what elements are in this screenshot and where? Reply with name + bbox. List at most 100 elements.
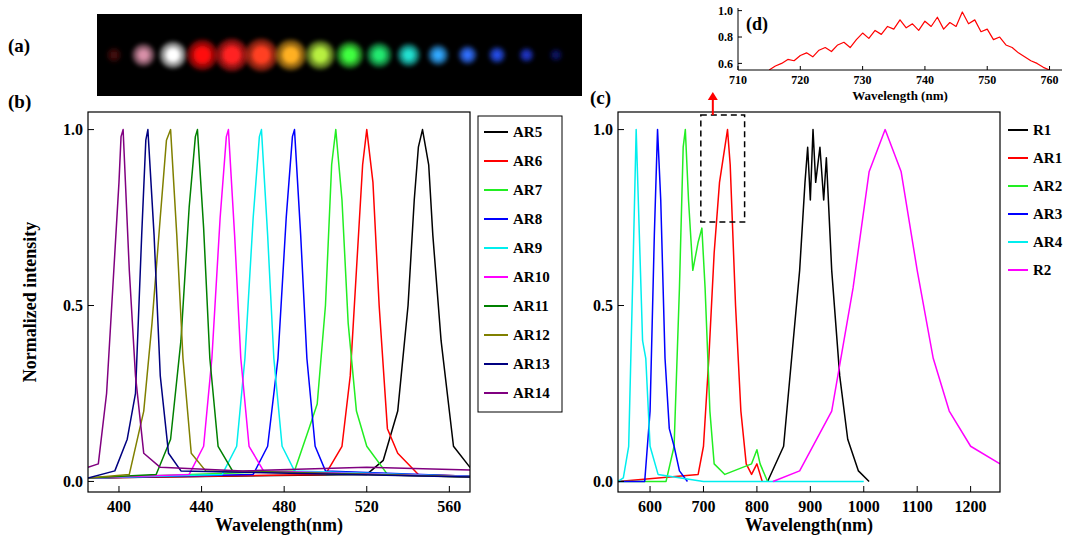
spectrum-line bbox=[88, 130, 470, 478]
spectrum-line bbox=[769, 12, 1049, 70]
y-tick-label: 1.0 bbox=[63, 121, 83, 138]
spectrum-line bbox=[88, 130, 470, 478]
legend-label: AR13 bbox=[513, 356, 550, 372]
x-tick-label: 1100 bbox=[902, 498, 933, 515]
spot bbox=[312, 47, 329, 64]
x-tick-label: 1000 bbox=[848, 498, 880, 515]
legend-swatch bbox=[1008, 185, 1028, 187]
legend-label: AR8 bbox=[513, 211, 542, 227]
legend-box bbox=[478, 116, 562, 412]
spot bbox=[137, 49, 150, 62]
y-axis bbox=[738, 8, 739, 70]
x-tick bbox=[738, 66, 739, 70]
x-tick-label: 400 bbox=[107, 498, 131, 515]
x-tick-label: 600 bbox=[638, 498, 662, 515]
spot bbox=[372, 48, 386, 62]
x-tick bbox=[862, 66, 863, 70]
y-tick-label: 0.5 bbox=[63, 297, 83, 314]
spectrum-line bbox=[618, 130, 762, 482]
legend-swatch bbox=[484, 131, 508, 133]
x-tick bbox=[810, 486, 811, 492]
figure: (a)4004404805205600.00.51.0Wavelength(nm… bbox=[0, 0, 1076, 539]
x-tick-label: 480 bbox=[272, 498, 296, 515]
x-tick-label: 760 bbox=[1041, 73, 1059, 87]
x-tick-label: 750 bbox=[978, 73, 996, 87]
legend-label: AR9 bbox=[513, 240, 542, 256]
spot-halo bbox=[428, 45, 448, 65]
panel-label: (d) bbox=[746, 14, 768, 35]
legend-label: AR4 bbox=[1033, 234, 1063, 250]
spot bbox=[463, 50, 473, 60]
legend-label: AR5 bbox=[513, 124, 542, 140]
legend-swatch bbox=[1008, 269, 1028, 271]
spot-halo bbox=[132, 44, 154, 66]
spectrum-line bbox=[88, 130, 470, 478]
spot-halo bbox=[245, 39, 277, 71]
zoom-box bbox=[701, 115, 745, 222]
spectrum-line bbox=[773, 130, 1000, 482]
zoom-arrow bbox=[712, 98, 714, 115]
panel-a bbox=[97, 14, 582, 96]
y-tick bbox=[88, 129, 94, 130]
spot bbox=[433, 49, 444, 60]
spot-halo bbox=[107, 48, 121, 62]
y-tick-label: 0.6 bbox=[718, 57, 733, 71]
x-tick bbox=[449, 486, 450, 492]
legend-label: AR2 bbox=[1033, 178, 1062, 194]
x-tick bbox=[924, 66, 925, 70]
x-tick-label: 700 bbox=[691, 498, 715, 515]
legend-swatch bbox=[1008, 129, 1028, 131]
spectrum-line bbox=[88, 130, 470, 478]
x-axis-title: Wavelength(nm) bbox=[745, 515, 873, 536]
x-tick bbox=[756, 486, 757, 492]
plot-frame bbox=[618, 112, 1000, 492]
legend-swatch bbox=[484, 189, 508, 191]
y-tick bbox=[738, 10, 742, 11]
x-tick bbox=[118, 486, 119, 492]
x-tick-label: 710 bbox=[729, 73, 747, 87]
spectrum-line bbox=[88, 130, 470, 478]
y-tick-label: 0.0 bbox=[63, 473, 83, 490]
y-tick-label: 1.0 bbox=[593, 121, 613, 138]
plot-area bbox=[769, 12, 1049, 70]
legend-label: AR1 bbox=[1033, 150, 1062, 166]
legend-label: AR3 bbox=[1033, 206, 1062, 222]
x-tick bbox=[366, 486, 367, 492]
spot bbox=[342, 47, 357, 62]
legend-swatch bbox=[484, 334, 508, 336]
x-axis-title: Wavelength (nm) bbox=[852, 88, 948, 103]
y-tick-label: 0.8 bbox=[718, 30, 733, 44]
spectrum-line bbox=[88, 130, 470, 478]
spectrum-line bbox=[88, 130, 470, 478]
legend: R1AR1AR2AR3AR4R2 bbox=[1008, 122, 1063, 278]
spot bbox=[282, 46, 300, 64]
y-axis-title: Normalized intensity bbox=[20, 222, 40, 382]
y-tick bbox=[88, 305, 94, 306]
y-tick-label: 0.5 bbox=[593, 297, 613, 314]
x-tick bbox=[201, 486, 202, 492]
x-tick bbox=[987, 66, 988, 70]
legend-label: AR6 bbox=[513, 153, 543, 169]
spot-halo bbox=[520, 48, 534, 62]
spot bbox=[165, 47, 180, 62]
spot-halo bbox=[459, 46, 477, 64]
x-tick-label: 900 bbox=[798, 498, 822, 515]
legend-swatch bbox=[1008, 241, 1028, 243]
legend-swatch bbox=[484, 305, 508, 307]
spectrum-line bbox=[768, 130, 870, 482]
spot-halo bbox=[398, 44, 420, 66]
legend-swatch bbox=[484, 160, 508, 162]
panel-2: 7107207307407507600.60.81.0Wavelength (n… bbox=[718, 4, 1062, 103]
x-tick-label: 720 bbox=[791, 73, 809, 87]
legend-label: R2 bbox=[1033, 262, 1051, 278]
legend-swatch bbox=[1008, 213, 1028, 215]
x-tick bbox=[970, 486, 971, 492]
spectrum-line bbox=[88, 130, 470, 471]
legend-label: AR7 bbox=[513, 182, 543, 198]
x-axis bbox=[738, 70, 1062, 71]
legend-label: AR14 bbox=[513, 385, 550, 401]
spot bbox=[193, 46, 211, 64]
y-tick bbox=[618, 305, 624, 306]
spot-halo bbox=[216, 39, 248, 71]
panel-0: 4004404805205600.00.51.0Wavelength(nm)No… bbox=[8, 91, 562, 536]
